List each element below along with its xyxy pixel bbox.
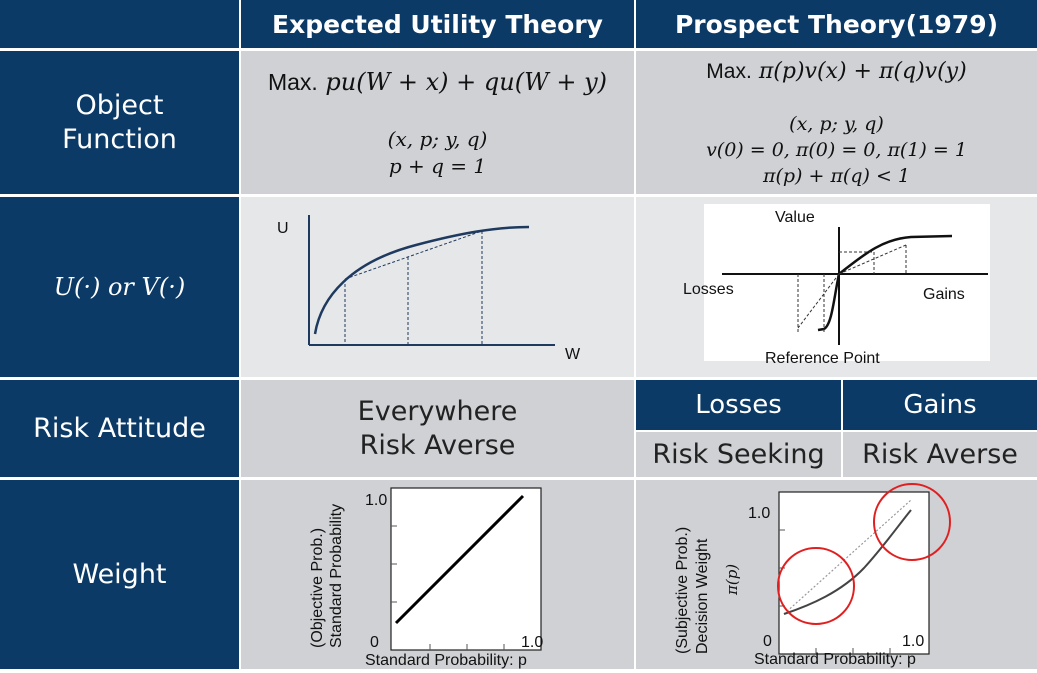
eut-formula-max: Max. <box>267 69 318 95</box>
pt-weight-y-label-line2: Decision Weight <box>694 538 711 654</box>
pt-weight-chart-cell: (Subjective Prob.) Decision Weight π(p) … <box>636 480 1037 669</box>
pt-weight-x-label: Standard Probability: p <box>754 651 916 668</box>
pt-formula-expression: π(p)v(x) + π(q)v(y) <box>758 59 967 84</box>
pt-formula: Max. π(p)v(x) + π(q)v(y) <box>636 59 1037 84</box>
pt-graph-gains-label: Gains <box>923 286 965 303</box>
eut-concave-utility-curve <box>313 225 530 335</box>
eut-weight-x-label: Standard Probability: p <box>365 652 527 669</box>
header-expected-utility-theory: Expected Utility Theory <box>241 0 634 48</box>
u-or-v-label: U(·) or V(·) <box>53 273 186 301</box>
eut-chord-line <box>344 230 483 280</box>
pt-value-curve-losses <box>817 273 841 332</box>
eut-formula-expression: pu(W + x) + qu(W + y) <box>325 68 608 96</box>
row-label-weight: Weight <box>0 480 239 669</box>
eut-weight-chart-cell: (Objective Prob.) Standard Probability 1… <box>241 480 634 669</box>
header-corner-cell <box>0 0 239 48</box>
pt-gains-header: Gains <box>843 380 1037 430</box>
pt-inequality: π(p) + π(q) < 1 <box>762 165 911 187</box>
pt-value-curve-gains <box>838 234 953 275</box>
pt-weight-y-label-line3: π(p) <box>723 564 741 596</box>
pt-gains-risk-averse: Risk Averse <box>843 432 1037 477</box>
eut-graph-x-label: W <box>565 346 581 363</box>
eut-formula: Max. pu(W + x) + qu(W + y) <box>241 68 634 96</box>
eut-constraint: p + q = 1 <box>388 154 487 178</box>
pt-losses-chord-line <box>797 273 840 329</box>
pt-formula-max: Max. <box>706 60 752 83</box>
pt-weight-y-label-line1: (Subjective Prob.) <box>674 527 691 654</box>
pt-weight-y-top-label: 1.0 <box>748 505 770 522</box>
row-label-risk-attitude: Risk Attitude <box>0 380 239 477</box>
eut-weight-x-zero-label: 0 <box>370 634 379 651</box>
pt-weight-reference-line <box>783 499 912 615</box>
pt-graph-value-label: Value <box>775 209 815 226</box>
eut-weight-plot-area <box>390 487 542 651</box>
eut-object-function-cell: Max. pu(W + x) + qu(W + y) (x, p; y, q) … <box>241 51 634 194</box>
row-label-object-function: Object Function <box>0 51 239 194</box>
pt-losses-header: Losses <box>636 380 841 430</box>
eut-weight-x-one-label: 1.0 <box>521 634 543 651</box>
pt-weight-curve <box>783 509 912 615</box>
pt-value-graph: Value Losses Gains Reference Point <box>683 204 990 367</box>
eut-weight-chart: (Objective Prob.) Standard Probability 1… <box>309 487 543 669</box>
pt-weight-low-prob-circle <box>777 547 855 625</box>
eut-utility-graph-cell: U W <box>241 197 634 377</box>
eut-utility-graph: U W <box>277 215 581 363</box>
header-prospect-theory: Prospect Theory(1979) <box>636 0 1037 48</box>
eut-weight-y-label-line1: (Objective Prob.) <box>309 528 326 648</box>
pt-graph-losses-label: Losses <box>683 281 734 298</box>
eut-weight-y-top-label: 1.0 <box>365 492 387 509</box>
eut-weight-identity-line <box>394 494 525 625</box>
row-label-u-or-v: U(·) or V(·) <box>0 197 239 377</box>
pt-value-graph-cell: Value Losses Gains Reference Point <box>636 197 1037 377</box>
pt-weight-chart: (Subjective Prob.) Decision Weight π(p) … <box>674 483 951 668</box>
pt-graph-reference-label: Reference Point <box>765 350 880 367</box>
pt-weight-high-prob-circle <box>873 483 951 561</box>
eut-graph-y-label: U <box>277 220 289 237</box>
pt-graph-background <box>704 204 990 361</box>
pt-lottery: (x, p; y, q) <box>789 113 884 135</box>
pt-object-function-cell: Max. π(p)v(x) + π(q)v(y) (x, p; y, q) v(… <box>636 51 1037 194</box>
pt-weight-x-zero-label: 0 <box>763 633 772 650</box>
pt-weight-x-one-label: 1.0 <box>902 633 924 650</box>
eut-lottery: (x, p; y, q) <box>387 127 488 151</box>
eut-weight-y-label-line2: Standard Probability <box>328 504 345 648</box>
eut-risk-attitude: Everywhere Risk Averse <box>241 380 634 477</box>
pt-gains-chord-line <box>838 244 907 275</box>
pt-conditions: v(0) = 0, π(0) = 0, π(1) = 1 <box>706 139 967 161</box>
pt-losses-risk-seeking: Risk Seeking <box>636 432 841 477</box>
